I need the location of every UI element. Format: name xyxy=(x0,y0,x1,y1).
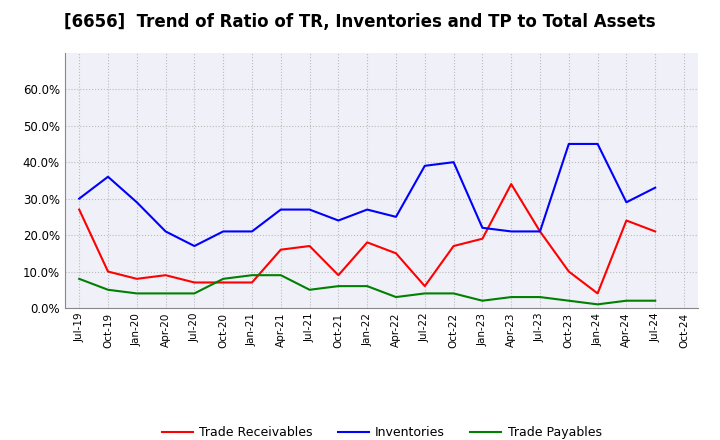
Inventories xyxy=(536,229,544,234)
Trade Receivables xyxy=(132,276,141,282)
Trade Receivables xyxy=(161,272,170,278)
Trade Receivables xyxy=(190,280,199,285)
Inventories xyxy=(622,200,631,205)
Inventories xyxy=(593,141,602,147)
Inventories xyxy=(449,160,458,165)
Trade Receivables xyxy=(392,251,400,256)
Trade Payables xyxy=(449,291,458,296)
Trade Receivables xyxy=(104,269,112,274)
Trade Payables xyxy=(420,291,429,296)
Trade Receivables xyxy=(536,229,544,234)
Inventories xyxy=(392,214,400,220)
Trade Payables xyxy=(305,287,314,293)
Trade Payables xyxy=(104,287,112,293)
Inventories xyxy=(305,207,314,212)
Trade Payables xyxy=(276,272,285,278)
Inventories xyxy=(564,141,573,147)
Inventories xyxy=(420,163,429,169)
Inventories xyxy=(276,207,285,212)
Inventories xyxy=(334,218,343,223)
Inventories xyxy=(75,196,84,201)
Inventories xyxy=(248,229,256,234)
Trade Payables xyxy=(564,298,573,303)
Inventories xyxy=(478,225,487,231)
Trade Receivables xyxy=(334,272,343,278)
Trade Receivables xyxy=(449,243,458,249)
Trade Payables xyxy=(478,298,487,303)
Trade Payables xyxy=(536,294,544,300)
Trade Receivables xyxy=(507,181,516,187)
Trade Receivables xyxy=(248,280,256,285)
Trade Receivables xyxy=(305,243,314,249)
Trade Receivables xyxy=(564,269,573,274)
Trade Payables xyxy=(507,294,516,300)
Inventories xyxy=(363,207,372,212)
Trade Receivables xyxy=(622,218,631,223)
Inventories xyxy=(219,229,228,234)
Text: [6656]  Trend of Ratio of TR, Inventories and TP to Total Assets: [6656] Trend of Ratio of TR, Inventories… xyxy=(64,13,656,31)
Trade Receivables xyxy=(276,247,285,252)
Trade Payables xyxy=(363,283,372,289)
Inventories xyxy=(104,174,112,180)
Line: Trade Receivables: Trade Receivables xyxy=(79,184,655,293)
Trade Payables xyxy=(248,272,256,278)
Trade Payables xyxy=(161,291,170,296)
Trade Payables xyxy=(334,283,343,289)
Inventories xyxy=(132,200,141,205)
Line: Inventories: Inventories xyxy=(79,144,655,246)
Inventories xyxy=(161,229,170,234)
Trade Receivables xyxy=(219,280,228,285)
Trade Receivables xyxy=(75,207,84,212)
Trade Payables xyxy=(622,298,631,303)
Trade Payables xyxy=(190,291,199,296)
Trade Payables xyxy=(132,291,141,296)
Trade Payables xyxy=(651,298,660,303)
Trade Payables xyxy=(392,294,400,300)
Trade Payables xyxy=(75,276,84,282)
Trade Payables xyxy=(593,302,602,307)
Trade Payables xyxy=(219,276,228,282)
Trade Receivables xyxy=(478,236,487,242)
Trade Receivables xyxy=(651,229,660,234)
Trade Receivables xyxy=(593,291,602,296)
Inventories xyxy=(190,243,199,249)
Line: Trade Payables: Trade Payables xyxy=(79,275,655,304)
Trade Receivables xyxy=(363,240,372,245)
Inventories xyxy=(507,229,516,234)
Trade Receivables xyxy=(420,283,429,289)
Inventories xyxy=(651,185,660,191)
Legend: Trade Receivables, Inventories, Trade Payables: Trade Receivables, Inventories, Trade Pa… xyxy=(157,422,606,440)
